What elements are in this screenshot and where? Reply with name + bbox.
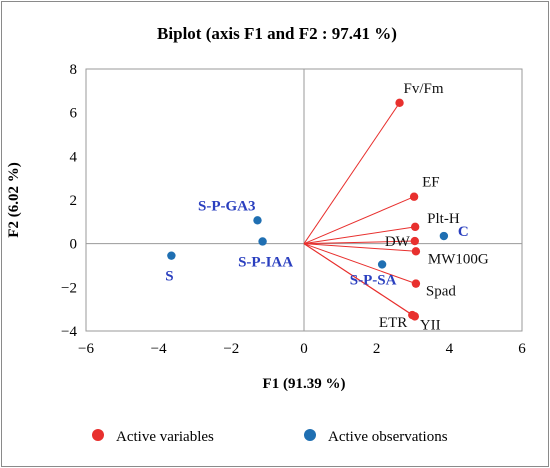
x-tick-label: 6: [518, 341, 526, 357]
legend-label-active-observations: Active observations: [328, 429, 448, 445]
point-fv-fm: [395, 98, 404, 108]
point-labels: Fv/Fm EF Plt-H DW MW100G Spad ETR YII S S-P-GA3 S-…: [165, 81, 489, 334]
point-s: [167, 251, 176, 260]
y-axis-label: F2 (6.02 %): [6, 162, 22, 237]
legend-marker-active-variables: [92, 429, 104, 441]
y-tick-label: 6: [70, 106, 78, 122]
x-tick-label: 0: [300, 341, 308, 357]
label-spad: Spad: [426, 284, 457, 300]
x-axis-label: F1 (91.39 %): [263, 376, 346, 392]
point-s-p-ga3: [253, 216, 262, 225]
y-axis-ticks: −4 −2 0 2 4 6 8: [61, 62, 77, 340]
zero-lines: [86, 69, 522, 331]
vector-spad: [303, 243, 417, 285]
point-s-p-sa: [377, 260, 387, 269]
variable-vectors: [303, 102, 417, 317]
y-tick-label: 8: [70, 62, 78, 78]
point-spad: [411, 279, 421, 288]
vector-plt-h: [303, 226, 416, 245]
label-ef: EF: [422, 175, 440, 191]
x-tick-label: −2: [223, 341, 239, 357]
vector-dw: [303, 240, 415, 245]
point-mw100g: [411, 247, 421, 256]
x-tick-label: −6: [78, 341, 94, 357]
point-yii: [410, 312, 420, 321]
chart-title: Biplot (axis F1 and F2 : 97.41 %): [157, 24, 397, 43]
label-plt-h: Plt-H: [427, 211, 460, 227]
vector-mw100g: [303, 243, 416, 252]
label-s-p-sa: S-P-SA: [350, 272, 397, 288]
point-plt-h: [410, 222, 420, 232]
label-s-p-iaa: S-P-IAA: [238, 254, 293, 270]
label-fv-fm: Fv/Fm: [404, 81, 444, 97]
vector-ef: [303, 196, 415, 245]
y-tick-label: 4: [70, 149, 78, 165]
label-etr: ETR: [379, 315, 407, 331]
point-s-p-iaa: [258, 237, 267, 246]
label-yii: YII: [420, 317, 441, 333]
label-dw: DW: [385, 234, 411, 250]
vector-yii: [303, 243, 416, 317]
y-tick-label: −4: [61, 324, 77, 340]
label-c: C: [458, 224, 469, 240]
label-s: S: [165, 269, 173, 285]
legend-label-active-variables: Active variables: [116, 429, 214, 445]
y-tick-label: 0: [70, 237, 78, 253]
y-tick-label: −2: [61, 280, 77, 296]
vector-fv-fm: [303, 102, 400, 244]
point-ef: [409, 192, 419, 201]
label-s-p-ga3: S-P-GA3: [198, 198, 256, 214]
x-tick-label: 2: [373, 341, 381, 357]
legend: Active variables Active observations: [92, 429, 448, 445]
y-tick-label: 2: [70, 193, 78, 209]
point-dw: [410, 236, 420, 246]
x-tick-label: −4: [151, 341, 167, 357]
label-mw100g: MW100G: [428, 251, 489, 267]
legend-marker-active-observations: [304, 429, 316, 441]
x-axis-ticks: −6 −4 −2 0 2 4 6: [78, 341, 526, 357]
data-points: [167, 98, 449, 321]
x-tick-label: 4: [446, 341, 454, 357]
point-c: [439, 231, 449, 241]
